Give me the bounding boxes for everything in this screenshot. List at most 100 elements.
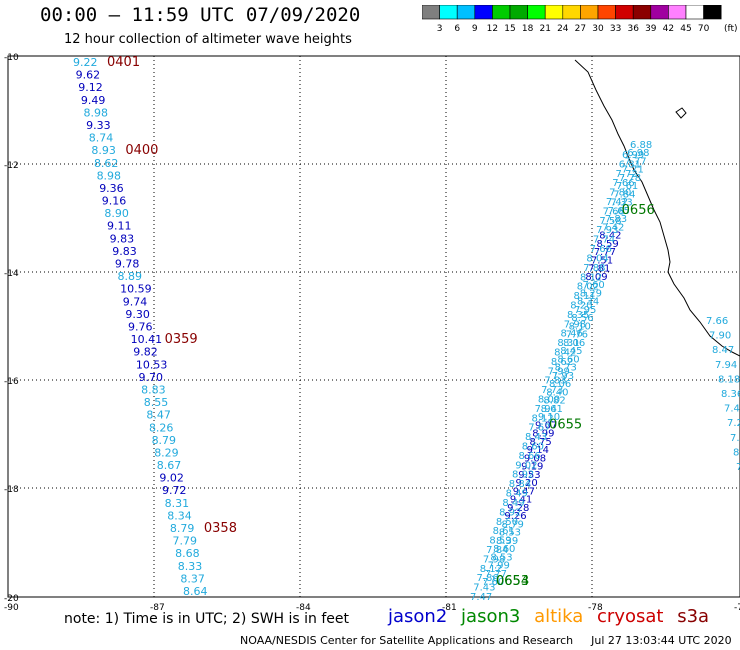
west-track-time-label: 0401 (107, 55, 140, 70)
east-track-a-swh-label: 8.53 (490, 552, 512, 563)
colorbar-swatch (439, 5, 458, 20)
east-track-a-swh-label: 8.09 (585, 272, 607, 283)
east-track-b-swh-label: 8.50 (496, 517, 518, 528)
west-track-swh-label: 8.98 (83, 106, 108, 119)
east-track-b-swh-label: 8.92 (512, 470, 534, 481)
east-track-b-swh-label: 8.49 (502, 498, 524, 509)
east-track-a-swh-label: 7.77 (594, 247, 616, 258)
colorbar-swatch (562, 5, 581, 20)
east-track-b-swh-label: 8.35 (567, 310, 589, 321)
west-track-swh-label: 8.67 (157, 459, 182, 472)
colorbar-label: 70 (698, 24, 710, 34)
west-track-swh-label: 8.98 (97, 169, 122, 182)
legend-jason3: jason3 (461, 606, 521, 627)
east-track-a-swh-label: 7.77 (485, 569, 507, 580)
east-track-b-swh-label: 8.59 (489, 536, 511, 547)
east-track-a-swh-label: 7.95 (574, 305, 596, 316)
east-track-a-swh-label: 9.19 (521, 462, 543, 473)
east-track-b-swh-label: 9.02 (515, 460, 537, 471)
east-track-b-swh-label: 8.62 (551, 357, 573, 368)
west-track-swh-label: 9.02 (159, 472, 184, 485)
west-track-swh-label: 9.78 (115, 258, 139, 271)
east-track-b-swh-label: 8.61 (493, 526, 515, 537)
west-track-swh-label: 9.30 (125, 308, 150, 321)
right-track-swh-label: 7.6 (736, 462, 740, 473)
east-track-b-swh-label: 8.46 (561, 329, 583, 340)
west-track-swh-label: 8.74 (89, 132, 114, 145)
right-track-swh-label: 8.13 (733, 447, 740, 458)
east-track-a-swh-label: 7.83 (605, 214, 627, 225)
west-track-swh-label: 9.62 (76, 69, 101, 82)
right-track-swh-label: 8.47 (712, 345, 734, 356)
colorbar-label: 3 (437, 24, 443, 34)
east-track-a-swh-label: 8.42 (599, 231, 621, 242)
west-track-swh-label: 9.12 (78, 81, 103, 94)
east-track-b-swh-label: 7.98 (483, 554, 505, 565)
west-track-swh-label: 9.83 (110, 232, 134, 245)
east-track-a-swh-label: 8.60 (493, 544, 515, 555)
colorbar-label: 27 (575, 24, 586, 34)
east-track-a-swh-label: 7.99 (488, 561, 510, 572)
west-track-swh-label: 8.93 (91, 144, 116, 157)
right-track-swh-label: 7.94 (715, 360, 737, 371)
legend-cryosat: cryosat (597, 606, 664, 627)
east-track-b-swh-label: 7.98 (564, 319, 586, 330)
island-outline (675, 107, 687, 119)
west-track-swh-label: 9.72 (162, 484, 187, 497)
lon-tick-label: -84 (296, 603, 311, 613)
east-track-a-swh-label: 8.53 (499, 528, 521, 539)
east-track-a-swh-label: 8.75 (529, 437, 551, 448)
east-track-a-swh-label: 8.56 (571, 313, 593, 324)
west-track-swh-label: 9.83 (112, 245, 136, 258)
east-track-b-swh-label: 7.94 (535, 404, 557, 415)
lon-tick-label: -75 (734, 603, 740, 613)
east-track-b-swh-label: 7.80 (609, 188, 631, 199)
east-track-b-swh-label: 7.88 (583, 263, 605, 274)
west-track-time-label: 0400 (125, 143, 158, 158)
colorbar-label: 33 (610, 24, 621, 34)
colorbar-unit: (ft) (724, 24, 738, 34)
east-track-b-swh-label: 7.84 (486, 545, 508, 556)
colorbar-swatch (492, 5, 511, 20)
east-track-a-swh-label: 8.79 (502, 519, 524, 530)
colorbar-swatch (456, 5, 476, 20)
right-track-swh-label: 7.75 (730, 433, 740, 444)
east-track-a-swh-label: 6.98 (627, 148, 649, 159)
west-track-swh-label: 8.89 (118, 270, 142, 283)
right-track-swh-label: 7.90 (709, 331, 731, 342)
west-track-swh-label: 9.22 (73, 56, 98, 69)
east-track-a-swh-label: 7.77 (624, 156, 646, 167)
west-track-swh-label: 9.70 (138, 371, 163, 384)
west-track-swh-label: 8.55 (144, 396, 169, 409)
right-track-swh-label: 7.22 (727, 418, 740, 429)
colorbar-label: 21 (539, 24, 550, 34)
west-track-swh-label: 9.82 (133, 346, 158, 359)
east-track-b-swh-label: 8.20 (570, 300, 592, 311)
colorbar-label: 42 (663, 24, 674, 34)
east-track-a-swh-label: 8.29 (580, 288, 602, 299)
lat-tick-label: -18 (4, 485, 19, 495)
east-track-b-swh-label: 6.81 (619, 159, 641, 170)
map-border (7, 55, 740, 598)
east-track-b-swh-label: 8.92 (499, 507, 521, 518)
west-track-swh-label: 9.16 (102, 195, 127, 208)
east-track-a-time-label: 0656 (622, 203, 655, 218)
west-track-swh-label: 8.68 (175, 547, 200, 560)
satellite-legend: jason2 jason3 altika cryosat s3a (388, 606, 717, 627)
west-track-swh-label: 8.26 (149, 421, 174, 434)
colorbar-label: 24 (557, 24, 569, 34)
east-track-a-swh-label: 7.84 (613, 189, 635, 200)
east-track-a-swh-label: 9.26 (504, 511, 526, 522)
colorbar-swatch (650, 5, 669, 20)
colorbar-label: 9 (472, 24, 478, 34)
colorbar-swatch (509, 5, 528, 20)
east-track-b-swh-label: 8.11 (573, 291, 595, 302)
west-track-swh-label: 9.36 (99, 182, 124, 195)
timestamp: Jul 27 13:03:44 UTC 2020 (591, 634, 732, 647)
west-track-swh-label: 8.37 (180, 572, 205, 585)
east-track-a-swh-label: 8.61 (541, 404, 563, 415)
east-track-b-swh-label: 7.58 (599, 216, 621, 227)
east-track-b-swh-label: 7.68 (603, 206, 625, 217)
west-track-swh-label: 9.11 (107, 220, 132, 233)
colorbar-swatch (668, 5, 687, 20)
